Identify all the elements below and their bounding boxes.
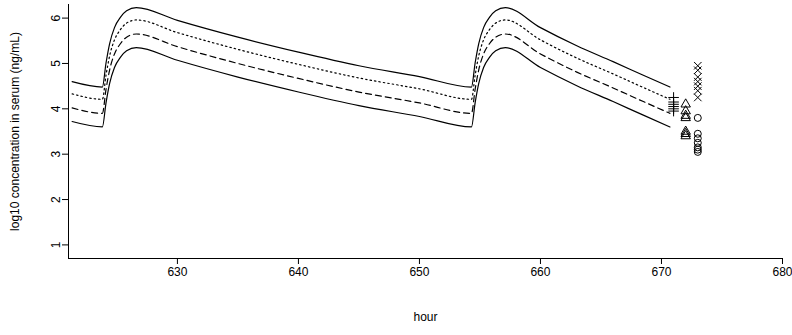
svg-text:660: 660 xyxy=(530,265,550,279)
svg-text:2: 2 xyxy=(49,196,63,203)
svg-text:670: 670 xyxy=(651,265,671,279)
svg-text:680: 680 xyxy=(772,265,792,279)
svg-text:650: 650 xyxy=(409,265,429,279)
svg-text:log10 concentration in serum (: log10 concentration in serum (ng/mL) xyxy=(8,32,22,231)
svg-text:1: 1 xyxy=(49,241,63,248)
svg-text:6: 6 xyxy=(49,14,63,21)
svg-text:5: 5 xyxy=(49,60,63,67)
svg-text:640: 640 xyxy=(288,265,308,279)
svg-text:630: 630 xyxy=(167,265,187,279)
svg-text:3: 3 xyxy=(49,151,63,158)
svg-text:hour: hour xyxy=(413,310,437,324)
svg-text:4: 4 xyxy=(49,105,63,112)
